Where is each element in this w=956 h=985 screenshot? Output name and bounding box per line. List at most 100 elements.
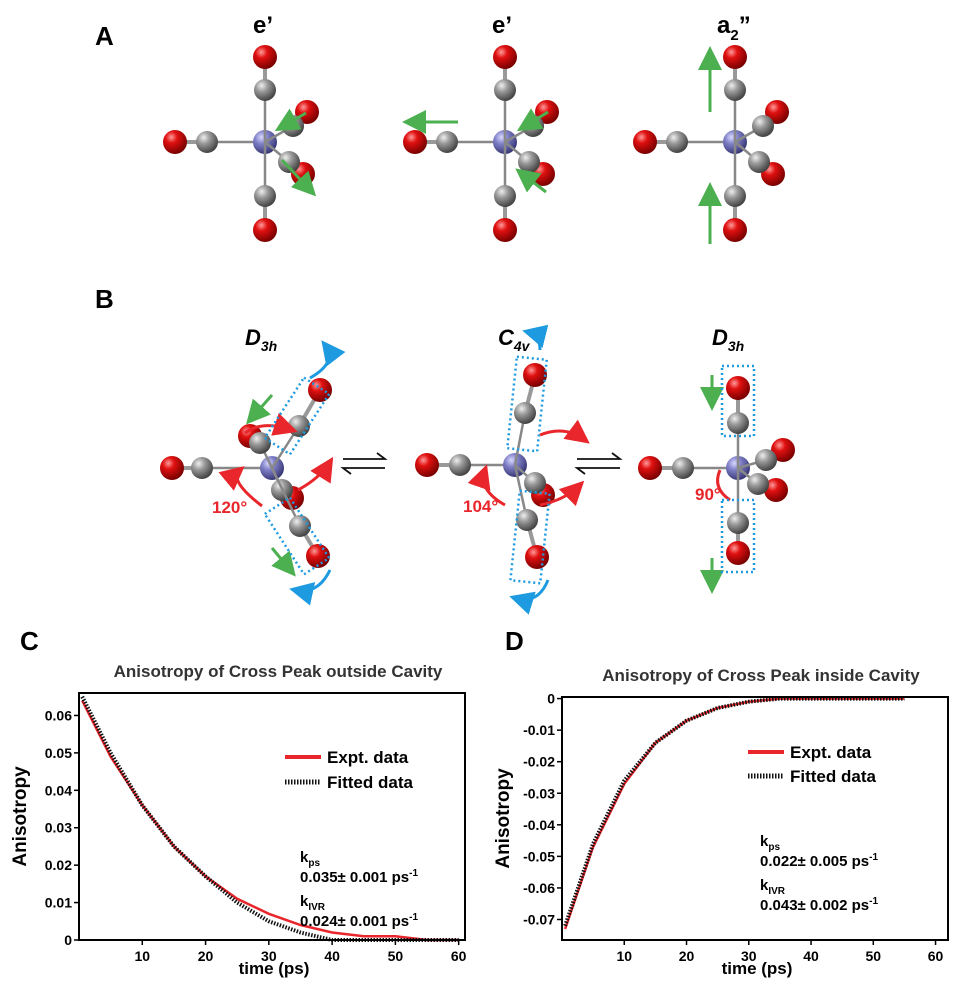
rate-symbol-text: k bbox=[300, 849, 309, 866]
oxygen-atom bbox=[723, 218, 747, 242]
arrow bbox=[244, 412, 298, 436]
mode-label: e’ bbox=[253, 12, 273, 39]
x-tick-label: 60 bbox=[928, 948, 944, 964]
oxygen-atom bbox=[726, 541, 750, 565]
arrow bbox=[309, 340, 346, 380]
geometry-subscript: 3h bbox=[261, 338, 277, 354]
y-tick-label: -0.01 bbox=[523, 722, 555, 738]
data-line bbox=[80, 695, 459, 942]
carbon-atom bbox=[752, 115, 774, 137]
data-line bbox=[81, 699, 459, 942]
highlight-box bbox=[720, 498, 756, 574]
chart-title: Anisotropy of Cross Peak inside Cavity bbox=[602, 666, 920, 685]
rate-value-text: 0.022± 0.005 ps bbox=[760, 853, 869, 870]
oxygen-atom bbox=[764, 478, 788, 502]
y-tick-label: 0.05 bbox=[45, 745, 72, 761]
carbon-atom bbox=[518, 151, 540, 173]
rate-symbol: kIVR bbox=[300, 893, 326, 913]
rate-value: 0.035± 0.001 ps-1 bbox=[300, 868, 418, 886]
oxygen-atom bbox=[163, 130, 187, 154]
carbon-atom bbox=[672, 457, 694, 479]
carbon-atom bbox=[748, 151, 770, 173]
geometry-label: C4v bbox=[498, 325, 531, 354]
chart-title: Anisotropy of Cross Peak outside Cavity bbox=[114, 662, 443, 681]
rate-value: 0.024± 0.001 ps-1 bbox=[300, 912, 418, 930]
oxygen-atom bbox=[638, 456, 662, 480]
mode-mark: ” bbox=[739, 12, 751, 39]
arrow bbox=[218, 466, 263, 508]
arrow bbox=[515, 168, 547, 194]
geometry-symbol: D bbox=[712, 325, 728, 350]
y-tick-label: -0.05 bbox=[523, 848, 555, 864]
molecules bbox=[160, 45, 795, 615]
y-tick-label: -0.03 bbox=[523, 785, 555, 801]
data-line bbox=[563, 696, 905, 927]
rate-symbol-text: k bbox=[300, 893, 309, 910]
rate-symbol: kps bbox=[300, 849, 320, 869]
y-axis-label: Anisotropy bbox=[10, 766, 31, 867]
highlight-box bbox=[505, 355, 549, 453]
oxygen-atom bbox=[308, 378, 332, 402]
molecule bbox=[160, 378, 332, 568]
arrow bbox=[522, 324, 549, 351]
oxygen-atom bbox=[415, 453, 439, 477]
x-tick-label: 20 bbox=[679, 948, 695, 964]
panel-label: B bbox=[95, 284, 114, 314]
carbon-atom bbox=[755, 449, 777, 471]
rate-value: 0.022± 0.005 ps-1 bbox=[760, 852, 878, 870]
arrow bbox=[297, 456, 334, 492]
carbon-atom bbox=[666, 131, 688, 153]
molecule bbox=[163, 45, 319, 242]
x-tick-label: 50 bbox=[388, 948, 404, 964]
oxygen-atom bbox=[493, 218, 517, 242]
data-line bbox=[563, 697, 905, 930]
carbon-atom bbox=[494, 79, 516, 101]
rate-symbol-text: k bbox=[760, 833, 769, 850]
carbon-atom bbox=[514, 402, 536, 424]
panel-label: A bbox=[95, 21, 114, 51]
x-tick-label: 10 bbox=[616, 948, 632, 964]
carbon-atom bbox=[747, 473, 769, 495]
carbon-atom bbox=[254, 185, 276, 207]
legend-label: Expt. data bbox=[790, 743, 872, 762]
x-tick-label: 30 bbox=[261, 948, 277, 964]
x-tick-label: 10 bbox=[134, 948, 150, 964]
x-tick-label: 40 bbox=[803, 948, 819, 964]
rate-superscript: -1 bbox=[409, 912, 418, 923]
rate-superscript: -1 bbox=[409, 868, 418, 879]
rate-subscript: IVR bbox=[768, 886, 785, 897]
y-tick-label: 0.02 bbox=[45, 857, 72, 873]
oxygen-atom bbox=[160, 456, 184, 480]
legend-label: Fitted data bbox=[790, 767, 876, 786]
highlight-box bbox=[509, 489, 551, 585]
oxygen-atom bbox=[253, 45, 277, 69]
highlight-box bbox=[720, 364, 756, 438]
molecule bbox=[638, 376, 795, 565]
carbon-atom bbox=[724, 185, 746, 207]
rate-subscript: ps bbox=[308, 858, 320, 869]
oxygen-atom bbox=[525, 545, 549, 569]
rate-superscript: -1 bbox=[869, 852, 878, 863]
arrow bbox=[467, 464, 506, 507]
angle-label: 120° bbox=[212, 498, 247, 517]
mode-symbol: a bbox=[717, 12, 731, 39]
arrow bbox=[716, 469, 731, 502]
geometry-label: D3h bbox=[712, 325, 744, 354]
y-tick-label: -0.02 bbox=[523, 754, 555, 770]
arrow bbox=[246, 394, 274, 425]
y-tick-label: -0.04 bbox=[523, 817, 555, 833]
oxygen-atom bbox=[723, 45, 747, 69]
rate-value: 0.043± 0.002 ps-1 bbox=[760, 896, 878, 914]
carbon-atom bbox=[196, 131, 218, 153]
panel-label: C bbox=[20, 626, 39, 656]
oxygen-atom bbox=[633, 130, 657, 154]
arrow bbox=[270, 547, 296, 577]
carbon-atom bbox=[727, 512, 749, 534]
geometry-symbol: C bbox=[498, 325, 515, 350]
rate-symbol: kIVR bbox=[760, 877, 786, 897]
x-tick-label: 40 bbox=[324, 948, 340, 964]
geometry-subscript: 3h bbox=[728, 338, 744, 354]
oxygen-atom bbox=[493, 45, 517, 69]
highlight-box bbox=[263, 495, 331, 577]
